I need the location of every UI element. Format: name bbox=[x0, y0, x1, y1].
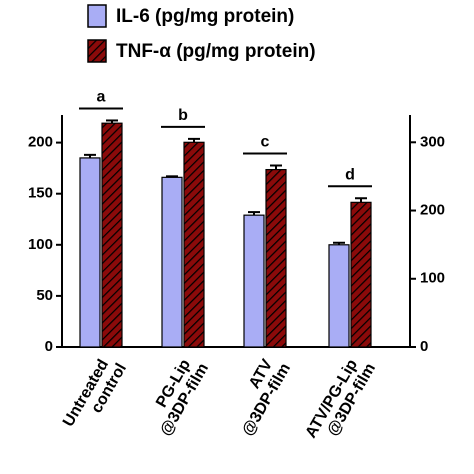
bar bbox=[350, 201, 372, 348]
legend-swatch bbox=[87, 39, 107, 63]
y-tick-label: 200 bbox=[28, 134, 53, 151]
y-tick-label: 50 bbox=[36, 287, 53, 304]
y2-tick-label: 100 bbox=[420, 270, 445, 287]
bar bbox=[161, 176, 183, 348]
y-tick-label: 0 bbox=[45, 338, 53, 355]
bar bbox=[79, 157, 101, 348]
significance-label: d bbox=[345, 166, 355, 183]
significance-label: c bbox=[261, 134, 270, 151]
legend-swatch bbox=[87, 4, 107, 28]
y2-tick-label: 0 bbox=[420, 338, 428, 355]
bar bbox=[101, 122, 123, 348]
bar bbox=[265, 168, 287, 348]
y-tick-label: 150 bbox=[28, 185, 53, 202]
y2-tick-label: 300 bbox=[420, 133, 445, 150]
bar bbox=[328, 244, 350, 348]
legend-label: IL-6 (pg/mg protein) bbox=[116, 6, 294, 27]
y2-tick-label: 200 bbox=[420, 201, 445, 218]
bar bbox=[243, 214, 265, 348]
legend-label: TNF-α (pg/mg protein) bbox=[116, 41, 316, 62]
significance-label: b bbox=[178, 107, 188, 124]
bar bbox=[183, 141, 205, 348]
y-tick-label: 100 bbox=[28, 236, 53, 253]
significance-label: a bbox=[97, 89, 106, 106]
